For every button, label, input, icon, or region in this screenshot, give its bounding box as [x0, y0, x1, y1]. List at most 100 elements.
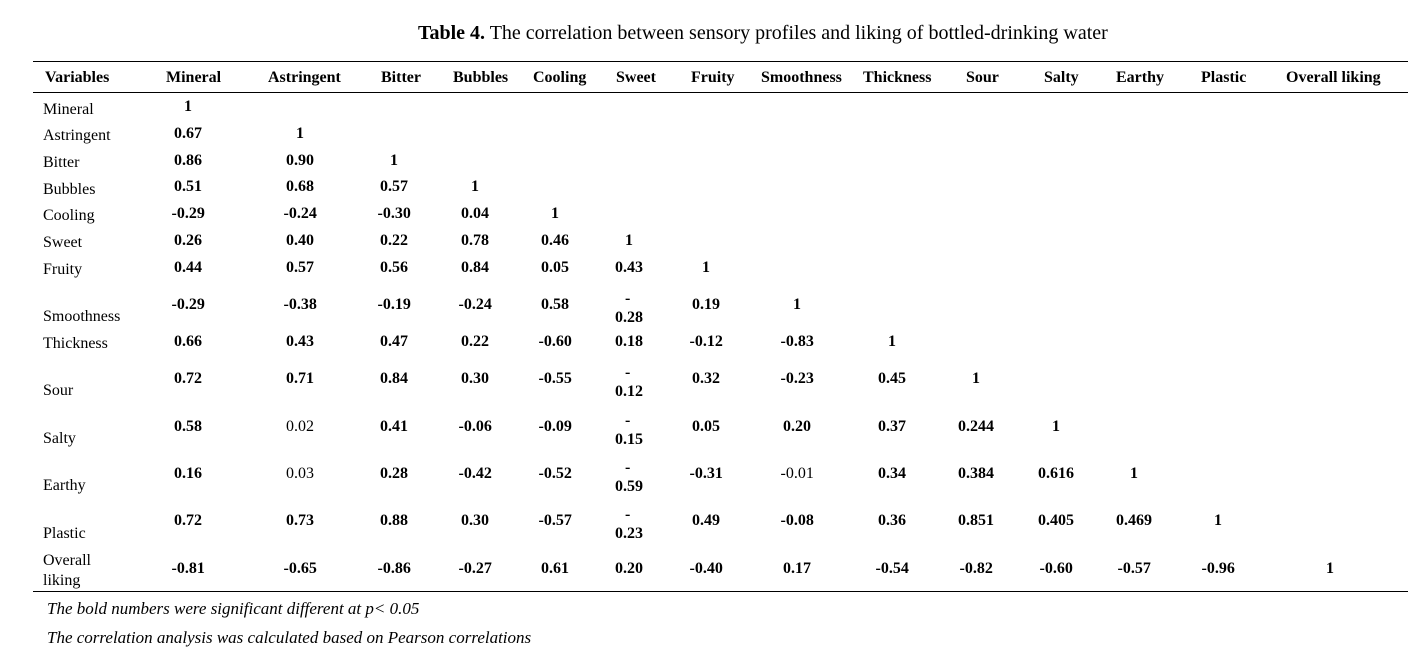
table-cell: 0.32 [692, 370, 720, 387]
column-header: Smoothness [761, 69, 842, 86]
table-cell: 1 [1326, 560, 1334, 577]
table-caption-label: Table 4. [418, 22, 486, 44]
column-header: Plastic [1201, 69, 1247, 86]
table-cell: -0.01 [780, 465, 814, 482]
table-cell: 0.05 [541, 259, 569, 276]
row-label: Astringent [43, 127, 111, 144]
column-header: Salty [1044, 69, 1079, 86]
table-cell: -0.42 [458, 465, 492, 482]
table-cell: 0.58 [541, 296, 569, 313]
row-label: Cooling [43, 207, 95, 224]
row-label: Overall liking [43, 552, 91, 589]
table-cell: 0.67 [174, 125, 202, 142]
table-cell: -0.27 [458, 560, 492, 577]
table-cell: 0.84 [380, 370, 408, 387]
table-cell: -0.30 [377, 205, 411, 222]
table-cell: 1 [296, 125, 304, 142]
row-label: Thickness [43, 335, 108, 352]
table-cell: 0.37 [878, 418, 906, 435]
table-cell: 0.40 [286, 232, 314, 249]
table-cell: -0.65 [283, 560, 317, 577]
table-cell: -0.29 [171, 296, 205, 313]
table-cell: -0.81 [171, 560, 205, 577]
table-cell: 0.66 [174, 333, 202, 350]
table-cell: 0.22 [380, 232, 408, 249]
table-cell: -0.57 [538, 512, 572, 529]
row-label: Salty [43, 430, 76, 447]
table-cell: -0.06 [458, 418, 492, 435]
table-cell: 0.17 [783, 560, 811, 577]
table-cell: 1 [551, 205, 559, 222]
table-cell: 0.20 [783, 418, 811, 435]
table-cell: 0.41 [380, 418, 408, 435]
table-cell: 0.28 [615, 309, 643, 326]
column-header: Fruity [691, 69, 735, 86]
row-label: Earthy [43, 477, 86, 494]
table-cell: 0.03 [286, 465, 314, 482]
row-label: Sour [43, 382, 74, 399]
table-cell: 1 [888, 333, 896, 350]
table-cell: 1 [1214, 512, 1222, 529]
table-cell: -0.40 [689, 560, 723, 577]
table-cell: -0.86 [377, 560, 411, 577]
table-cell: -0.57 [1117, 560, 1151, 577]
table-cell: -0.12 [689, 333, 723, 350]
table-cell: 0.05 [692, 418, 720, 435]
table-cell: 0.43 [615, 259, 643, 276]
table-cell: 0.90 [286, 152, 314, 169]
table-cell: 0.02 [286, 418, 314, 435]
table-cell: 1 [471, 178, 479, 195]
table-cell: 1 [972, 370, 980, 387]
table-cell: 0.12 [615, 383, 643, 400]
table-cell: 0.469 [1116, 512, 1152, 529]
column-header: Bubbles [453, 69, 509, 86]
table-cell: 0.71 [286, 370, 314, 387]
table-cell: -0.08 [780, 512, 814, 529]
column-header: Thickness [863, 69, 932, 86]
table-cell: 0.384 [958, 465, 994, 482]
table-cell: 0.18 [615, 333, 643, 350]
table-cell: -0.96 [1201, 560, 1235, 577]
table-cell-sign: - [625, 412, 631, 429]
row-label: Sweet [43, 234, 83, 251]
table-cell: -0.55 [538, 370, 572, 387]
table-cell: 0.23 [615, 525, 643, 542]
footnote-method: The correlation analysis was calculated … [47, 628, 532, 647]
row-label: Bitter [43, 154, 80, 171]
table-cell: 0.45 [878, 370, 906, 387]
table-cell: -0.83 [780, 333, 814, 350]
table-cell: 0.244 [958, 418, 994, 435]
table-cell: 0.46 [541, 232, 569, 249]
table-cell: 0.04 [461, 205, 489, 222]
table-cell: 0.30 [461, 370, 489, 387]
column-header: Overall liking [1286, 69, 1381, 86]
column-header: Cooling [533, 69, 587, 86]
footnote-significance: The bold numbers were significant differ… [47, 599, 420, 618]
table-cell: 1 [625, 232, 633, 249]
column-header: Earthy [1116, 69, 1164, 86]
table-cell: 0.84 [461, 259, 489, 276]
table-cell: 0.86 [174, 152, 202, 169]
column-header: Astringent [268, 69, 341, 86]
table-cell: 0.28 [380, 465, 408, 482]
table-cell: -0.38 [283, 296, 317, 313]
table-cell: 0.15 [615, 431, 643, 448]
table-cell: 0.851 [958, 512, 994, 529]
table-cell: 0.44 [174, 259, 202, 276]
table-cell: 0.88 [380, 512, 408, 529]
table-cell-sign: - [625, 290, 631, 307]
table-cell: 0.43 [286, 333, 314, 350]
top-rule [33, 61, 1408, 62]
table-cell: 1 [184, 98, 192, 115]
column-header: Sweet [616, 69, 656, 86]
table-cell: 0.56 [380, 259, 408, 276]
table-caption: Table 4. The correlation between sensory… [418, 22, 1108, 45]
row-label: Smoothness [43, 308, 121, 325]
table-cell: 0.57 [286, 259, 314, 276]
table-cell: 0.616 [1038, 465, 1074, 482]
table-cell: 0.72 [174, 370, 202, 387]
bottom-rule [33, 591, 1408, 592]
table-cell: 0.78 [461, 232, 489, 249]
table-cell: 1 [1052, 418, 1060, 435]
table-cell: 0.72 [174, 512, 202, 529]
